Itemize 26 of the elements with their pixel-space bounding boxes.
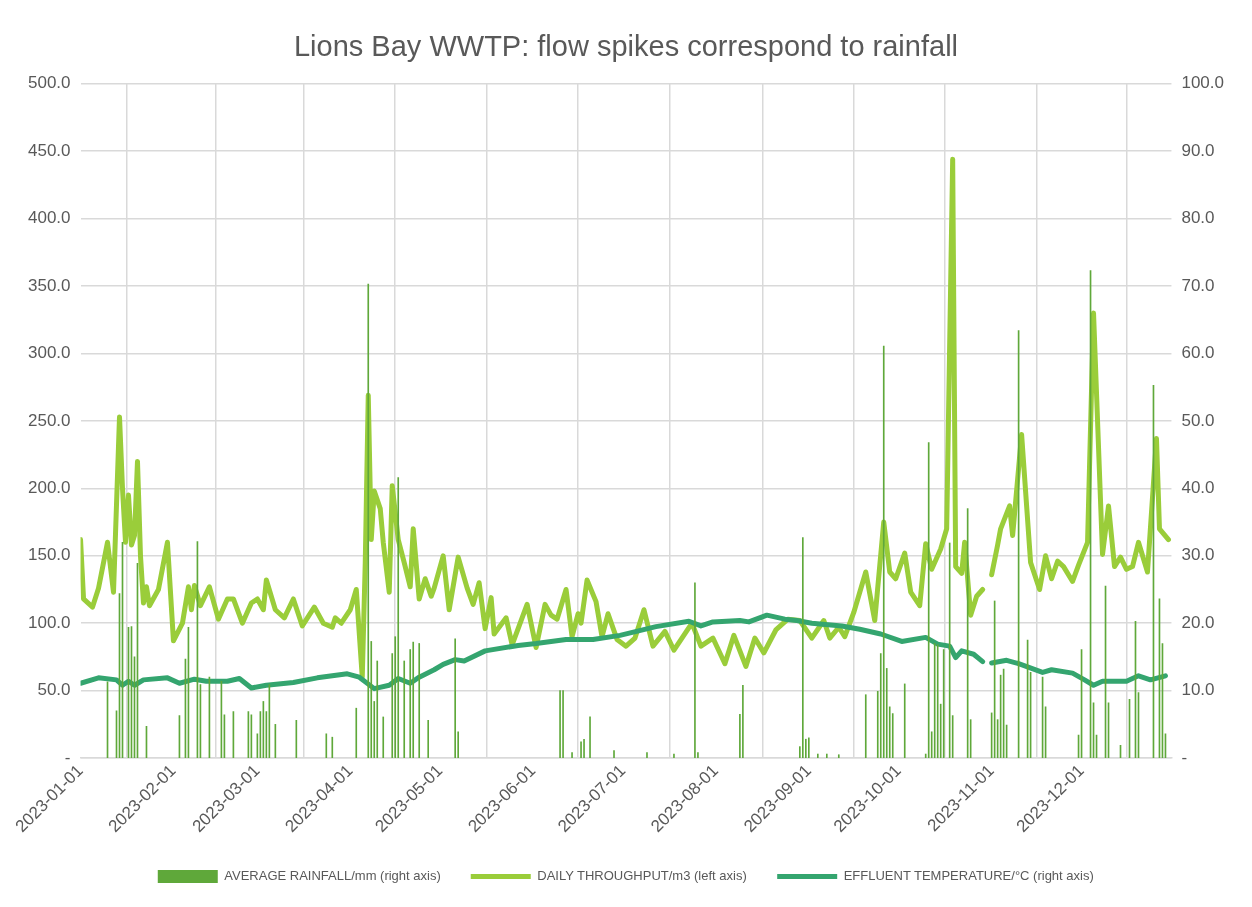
y2-tick-label: 70.0 [1181, 275, 1215, 295]
y2-tick-label: 100.0 [1181, 73, 1225, 93]
y-tick-label: 450.0 [27, 140, 71, 160]
legend-label: DAILY THROUGHPUT/m3 (left axis) [537, 868, 747, 884]
y2-tick-label: 80.0 [1181, 208, 1215, 228]
legend-label: AVERAGE RAINFALL/mm (right axis) [224, 868, 441, 884]
y-tick-label: 150.0 [27, 545, 71, 565]
legend-label: EFFLUENT TEMPERATURE/°C (right axis) [843, 868, 1094, 884]
y-tick-label: 300.0 [27, 343, 71, 363]
y2-tick-label: - [1181, 747, 1188, 767]
y2-tick-label: 90.0 [1181, 140, 1215, 160]
y-tick-label: 50.0 [37, 680, 71, 700]
y2-tick-label: 60.0 [1181, 343, 1215, 363]
y2-tick-label: 30.0 [1181, 545, 1215, 565]
y2-tick-label: 20.0 [1181, 612, 1215, 632]
y-tick-label: 200.0 [27, 478, 71, 498]
y-tick-label: - [64, 747, 71, 767]
chart-title: Lions Bay WWTP: flow spikes correspond to rainfall [293, 30, 959, 63]
y-tick-label: 250.0 [27, 410, 71, 430]
y-tick-label: 350.0 [27, 275, 71, 295]
y-tick-label: 400.0 [27, 208, 71, 228]
y2-tick-label: 10.0 [1181, 680, 1215, 700]
y2-tick-label: 50.0 [1181, 410, 1215, 430]
y2-tick-label: 40.0 [1181, 478, 1215, 498]
y-tick-label: 100.0 [27, 612, 71, 632]
y-tick-label: 500.0 [27, 73, 71, 93]
